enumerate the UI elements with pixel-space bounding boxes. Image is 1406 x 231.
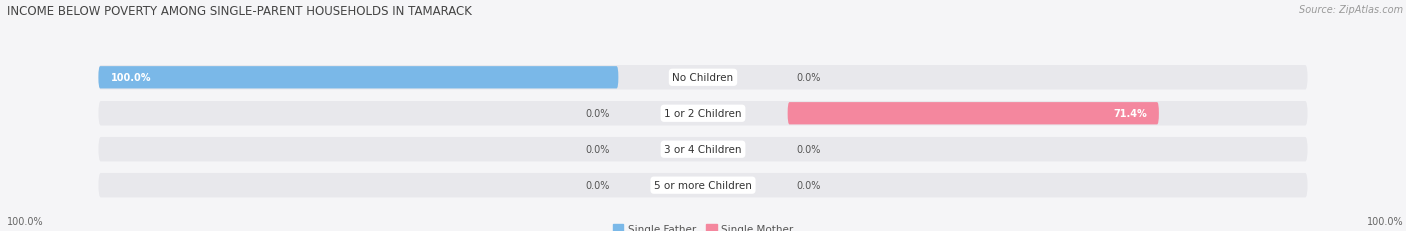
Text: Source: ZipAtlas.com: Source: ZipAtlas.com bbox=[1299, 5, 1403, 15]
Legend: Single Father, Single Mother: Single Father, Single Mother bbox=[609, 220, 797, 231]
Text: 0.0%: 0.0% bbox=[585, 180, 609, 190]
FancyBboxPatch shape bbox=[98, 173, 1308, 198]
Text: 1 or 2 Children: 1 or 2 Children bbox=[664, 109, 742, 119]
Text: 71.4%: 71.4% bbox=[1114, 109, 1147, 119]
Text: 100.0%: 100.0% bbox=[111, 73, 150, 83]
FancyBboxPatch shape bbox=[98, 102, 1308, 126]
Text: 100.0%: 100.0% bbox=[7, 216, 44, 226]
FancyBboxPatch shape bbox=[98, 137, 1308, 162]
FancyBboxPatch shape bbox=[787, 103, 1159, 125]
Text: INCOME BELOW POVERTY AMONG SINGLE-PARENT HOUSEHOLDS IN TAMARACK: INCOME BELOW POVERTY AMONG SINGLE-PARENT… bbox=[7, 5, 472, 18]
FancyBboxPatch shape bbox=[98, 67, 619, 89]
Text: 0.0%: 0.0% bbox=[797, 73, 821, 83]
Text: 0.0%: 0.0% bbox=[585, 145, 609, 155]
Text: 0.0%: 0.0% bbox=[585, 109, 609, 119]
Text: No Children: No Children bbox=[672, 73, 734, 83]
Text: 0.0%: 0.0% bbox=[797, 145, 821, 155]
Text: 5 or more Children: 5 or more Children bbox=[654, 180, 752, 190]
FancyBboxPatch shape bbox=[98, 66, 1308, 90]
Text: 100.0%: 100.0% bbox=[1367, 216, 1403, 226]
Text: 3 or 4 Children: 3 or 4 Children bbox=[664, 145, 742, 155]
Text: 0.0%: 0.0% bbox=[797, 180, 821, 190]
